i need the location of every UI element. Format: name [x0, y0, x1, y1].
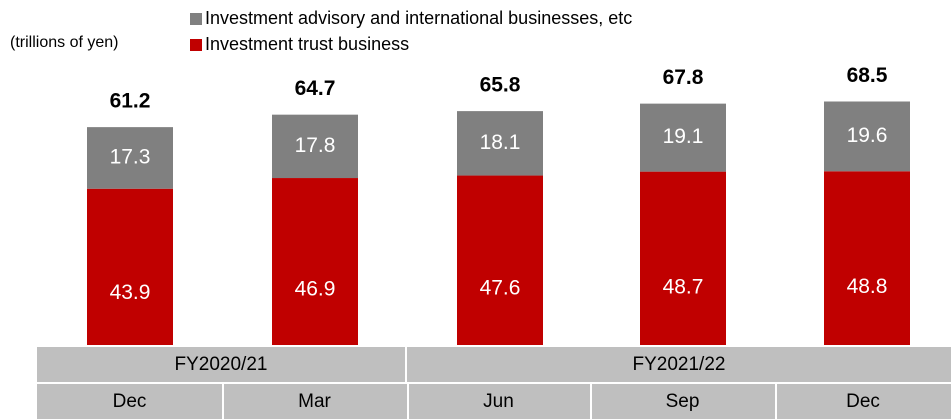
category-cell: [37, 384, 222, 419]
group-cell: [407, 347, 951, 382]
group-label: FY2020/21: [175, 354, 268, 375]
total-label: 64.7: [295, 77, 336, 100]
segment-label: 18.1: [480, 131, 521, 154]
category-label: Dec: [846, 391, 880, 412]
category-cell: [592, 384, 775, 419]
bar-segment: [824, 101, 910, 172]
bar-segment: [640, 103, 726, 172]
segment-label: 48.8: [847, 275, 888, 298]
category-label: Mar: [298, 391, 331, 412]
bar-segment: [87, 127, 173, 189]
segment-label: 48.7: [663, 275, 704, 298]
segment-label: 43.9: [110, 281, 151, 304]
group-label: FY2021/22: [633, 354, 726, 375]
category-label: Sep: [666, 391, 700, 412]
unit-label: (trillions of yen): [10, 34, 118, 51]
category-cell: [224, 384, 407, 419]
bar-segment: [640, 171, 726, 345]
legend-label: Investment trust business: [205, 34, 409, 54]
segment-label: 17.8: [295, 134, 336, 157]
total-label: 65.8: [480, 74, 521, 97]
total-label: 61.2: [110, 90, 151, 113]
category-label: Jun: [483, 391, 514, 412]
total-label: 68.5: [847, 64, 888, 87]
legend-label: Investment advisory and international bu…: [205, 8, 632, 28]
bar-segment: [272, 114, 358, 179]
segment-label: 46.9: [295, 277, 336, 300]
group-cell: [37, 347, 405, 382]
category-cell: [777, 384, 951, 419]
legend-swatch: [190, 39, 202, 51]
category-label: Dec: [113, 391, 147, 412]
segment-label: 19.6: [847, 124, 888, 147]
bar-segment: [272, 178, 358, 345]
category-cell: [409, 384, 590, 419]
bar-segment: [824, 171, 910, 345]
legend-swatch: [190, 13, 202, 25]
total-label: 67.8: [663, 66, 704, 89]
bar-segment: [87, 188, 173, 345]
bar-segment: [457, 175, 543, 345]
segment-label: 47.6: [480, 277, 521, 300]
bar-segment: [457, 111, 543, 176]
segment-label: 17.3: [110, 145, 151, 168]
segment-label: 19.1: [663, 125, 704, 148]
